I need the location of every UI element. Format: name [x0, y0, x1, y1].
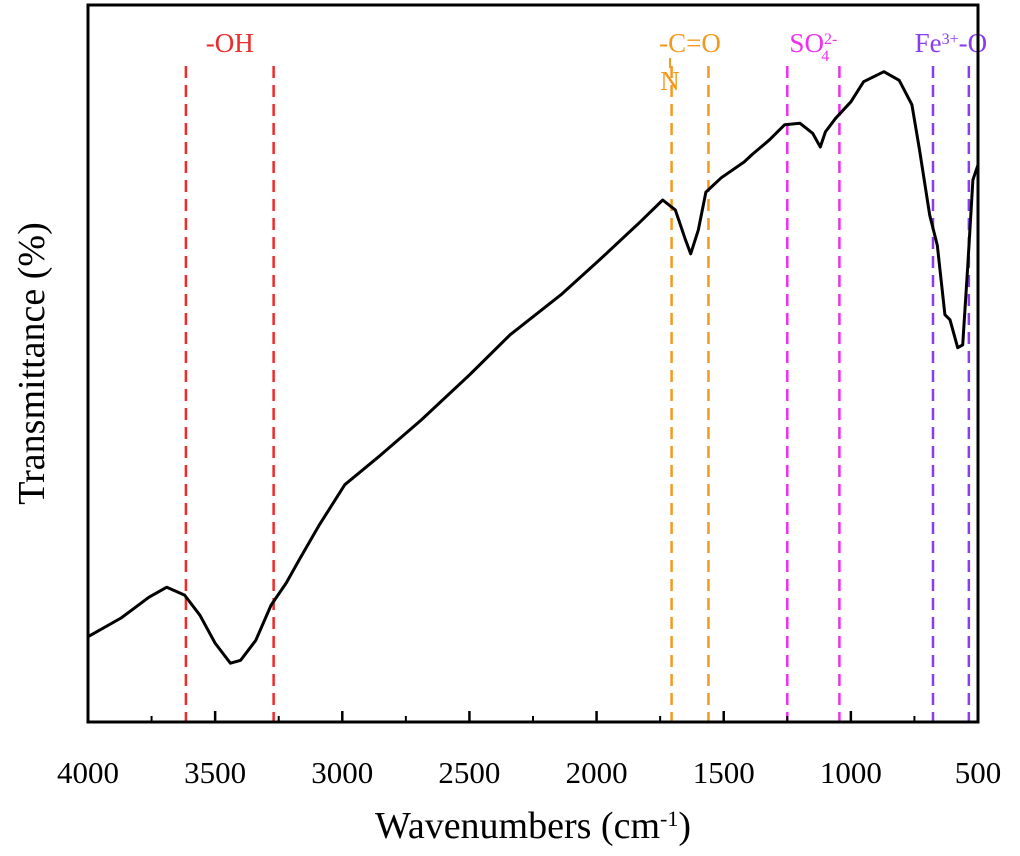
annotation-label: -OH	[206, 28, 254, 58]
annotation-part: 2-	[824, 31, 837, 48]
annotation-part: Fe	[915, 28, 942, 58]
plot-frame	[86, 3, 980, 724]
annotation-label: -C=O	[659, 28, 721, 58]
x-tick-label: 2500	[438, 755, 500, 790]
annotation-part: -OH	[206, 28, 254, 58]
x-axis-title: Wavenumbers (cm-1)	[375, 805, 691, 847]
data-line	[87, 70, 980, 665]
annotation-label: SO2-4	[789, 28, 837, 65]
x-tick-label: 500	[955, 755, 1002, 790]
annotation-part: SO	[789, 28, 824, 58]
x-axis-title-part: Wavenumbers (cm	[375, 805, 660, 847]
annotation-part: -C=O	[659, 28, 721, 58]
x-tick-label: 3500	[184, 755, 246, 790]
annotation-part: -O	[959, 28, 988, 58]
annotation-label: Fe3+-O	[915, 28, 988, 58]
x-tick-label: 1500	[693, 755, 755, 790]
x-axis-title-part: -1	[660, 806, 678, 831]
annotation-part: 4	[821, 48, 829, 65]
x-tick-label: 4000	[57, 755, 119, 790]
x-tick-label: 1000	[820, 755, 882, 790]
annotation-label: N	[660, 66, 680, 96]
x-tick-label: 2000	[566, 755, 628, 790]
y-axis-title: Transmittance (%)	[11, 222, 53, 504]
x-tick-label: 3000	[311, 755, 373, 790]
x-axis-title-part: )	[678, 805, 691, 847]
annotation-part: 3+	[942, 31, 959, 48]
